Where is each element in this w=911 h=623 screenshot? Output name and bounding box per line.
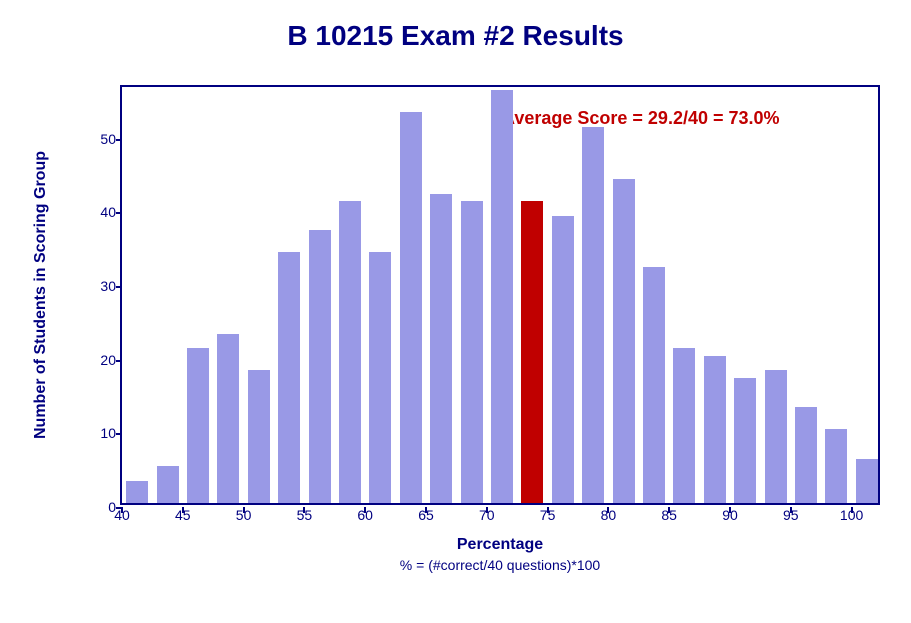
y-tick-mark	[116, 433, 122, 435]
y-tick-mark	[116, 286, 122, 288]
bar	[643, 267, 665, 503]
x-tick-mark	[303, 507, 305, 513]
y-axis-title: Number of Students in Scoring Group	[32, 151, 50, 439]
plot-area: Average Score = 29.2/40 = 73.0% 01020304…	[120, 85, 880, 505]
chart-title: B 10215 Exam #2 Results	[0, 20, 911, 52]
bar	[339, 201, 361, 503]
x-axis-title: Percentage % = (#correct/40 questions)*1…	[400, 535, 600, 577]
bar	[248, 370, 270, 503]
y-tick-mark	[116, 212, 122, 214]
bar	[278, 252, 300, 503]
bar	[704, 356, 726, 503]
bar	[825, 429, 847, 503]
y-tick-label: 30	[100, 278, 116, 294]
bar	[187, 348, 209, 503]
bar	[400, 112, 422, 503]
bar	[613, 179, 635, 503]
average-annotation: Average Score = 29.2/40 = 73.0%	[502, 108, 780, 129]
y-tick-label: 20	[100, 352, 116, 368]
bar	[521, 201, 543, 503]
bar	[491, 90, 513, 503]
x-tick-mark	[182, 507, 184, 513]
x-tick-mark	[851, 507, 853, 513]
y-tick-mark	[116, 139, 122, 141]
bar	[765, 370, 787, 503]
bar	[309, 230, 331, 503]
bar	[461, 201, 483, 503]
x-axis-title-line2: % = (#correct/40 questions)*100	[400, 557, 600, 573]
bar	[673, 348, 695, 503]
x-tick-mark	[243, 507, 245, 513]
x-tick-mark	[607, 507, 609, 513]
bar	[217, 334, 239, 503]
x-tick-mark	[364, 507, 366, 513]
x-tick-mark	[486, 507, 488, 513]
y-tick-mark	[116, 360, 122, 362]
x-axis-title-line1: Percentage	[457, 536, 543, 553]
x-tick-mark	[547, 507, 549, 513]
x-tick-mark	[790, 507, 792, 513]
bar	[795, 407, 817, 503]
y-tick-label: 40	[100, 204, 116, 220]
y-tick-label: 10	[100, 425, 116, 441]
bar	[126, 481, 148, 503]
bar	[430, 194, 452, 503]
x-tick-mark	[668, 507, 670, 513]
chart-container: B 10215 Exam #2 Results Average Score = …	[0, 0, 911, 623]
bar	[856, 459, 878, 503]
x-tick-mark	[729, 507, 731, 513]
bar	[369, 252, 391, 503]
bar	[582, 127, 604, 503]
x-tick-mark	[121, 507, 123, 513]
bar	[157, 466, 179, 503]
x-tick-mark	[425, 507, 427, 513]
bar	[734, 378, 756, 503]
bar	[552, 216, 574, 503]
y-tick-label: 50	[100, 131, 116, 147]
